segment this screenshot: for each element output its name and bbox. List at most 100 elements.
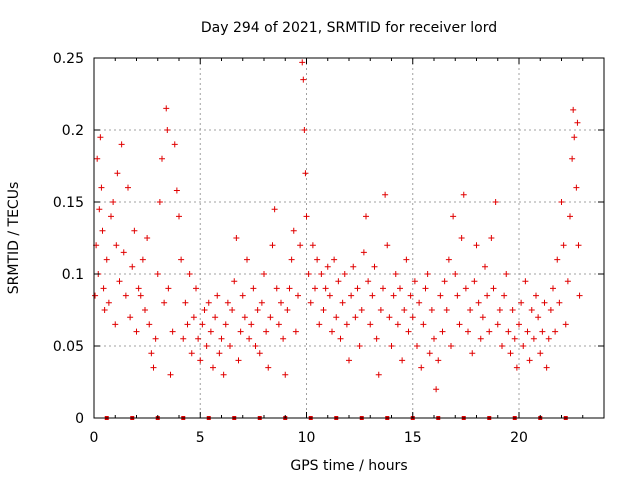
data-point <box>570 106 577 113</box>
y-tick-labels: 0 0.05 0.1 0.15 0.2 0.25 <box>53 51 84 427</box>
data-point <box>560 242 567 249</box>
data-point <box>564 278 571 285</box>
data-point <box>142 307 148 313</box>
data-point <box>448 343 454 349</box>
data-point <box>154 271 161 277</box>
data-point <box>199 321 206 328</box>
data-point <box>320 307 327 313</box>
data-point <box>567 213 573 220</box>
data-point <box>292 328 299 335</box>
data-point <box>562 321 569 328</box>
data-point <box>224 299 231 306</box>
data-point <box>458 235 465 241</box>
data-point <box>205 299 212 306</box>
data-point <box>137 292 144 299</box>
data-point <box>326 292 333 299</box>
y-tick-label: 0.15 <box>53 195 84 211</box>
data-point <box>484 292 491 299</box>
data-point <box>271 206 278 213</box>
data-point <box>384 242 391 249</box>
data-point <box>367 321 374 328</box>
data-point <box>545 335 552 342</box>
data-point <box>216 350 223 357</box>
data-point <box>473 242 480 249</box>
data-point <box>488 235 495 241</box>
data-point <box>524 328 531 335</box>
data-point <box>165 285 172 292</box>
data-point <box>490 285 497 292</box>
data-point <box>314 256 321 263</box>
data-point <box>193 285 199 292</box>
data-point <box>112 321 119 328</box>
data-point <box>539 328 546 335</box>
data-point <box>273 285 280 292</box>
data-point <box>297 242 304 249</box>
data-point <box>574 119 581 126</box>
x-tick-label: 0 <box>90 430 99 446</box>
data-point <box>169 328 176 335</box>
data-point <box>97 134 104 141</box>
data-point <box>535 314 542 321</box>
data-point <box>503 271 510 277</box>
data-point <box>452 271 459 277</box>
data-point <box>409 314 416 321</box>
data-point <box>116 278 123 285</box>
data-point <box>573 184 580 191</box>
data-point <box>324 263 331 270</box>
data-point <box>180 335 187 342</box>
data-point <box>494 321 501 328</box>
data-point <box>467 307 474 313</box>
data-point <box>435 357 442 364</box>
data-point <box>250 285 257 292</box>
data-point <box>388 343 395 349</box>
data-point <box>422 285 429 292</box>
data-point <box>295 292 301 299</box>
data-point <box>375 371 382 378</box>
data-point <box>108 213 114 220</box>
data-point <box>556 299 563 306</box>
data-point <box>399 357 406 364</box>
data-point <box>118 141 125 148</box>
data-point <box>543 364 550 371</box>
data-point <box>163 105 170 112</box>
data-point <box>465 328 471 335</box>
data-point <box>302 170 309 177</box>
data-point <box>94 155 101 162</box>
data-point <box>507 350 514 357</box>
grid <box>94 58 604 418</box>
data-point <box>437 292 444 299</box>
data-point <box>496 307 503 313</box>
data-point <box>178 256 185 263</box>
data-point <box>186 271 193 277</box>
data-point <box>131 227 138 234</box>
data-point <box>278 299 284 306</box>
data-point <box>482 263 488 270</box>
data-point <box>369 292 376 299</box>
data-point <box>263 328 270 335</box>
data-point <box>110 199 117 205</box>
data-point <box>100 285 107 292</box>
data-point <box>173 187 180 194</box>
data-point <box>120 249 127 256</box>
data-point <box>407 292 414 299</box>
data-point <box>214 292 221 299</box>
data-point <box>343 321 350 328</box>
data-point <box>252 343 259 349</box>
data-point <box>203 343 210 349</box>
data-point <box>380 285 386 292</box>
data-point <box>229 307 236 313</box>
data-point <box>426 350 433 357</box>
data-point <box>156 199 163 205</box>
data-point <box>405 328 412 335</box>
data-point <box>148 350 155 357</box>
data-point <box>300 76 307 83</box>
data-point <box>576 292 583 299</box>
data-point <box>403 256 410 263</box>
data-point <box>454 292 461 299</box>
data-point <box>114 170 121 177</box>
data-point <box>312 285 318 292</box>
data-point <box>256 350 263 357</box>
data-point <box>258 299 265 306</box>
data-point <box>445 256 452 263</box>
data-point <box>171 141 178 148</box>
